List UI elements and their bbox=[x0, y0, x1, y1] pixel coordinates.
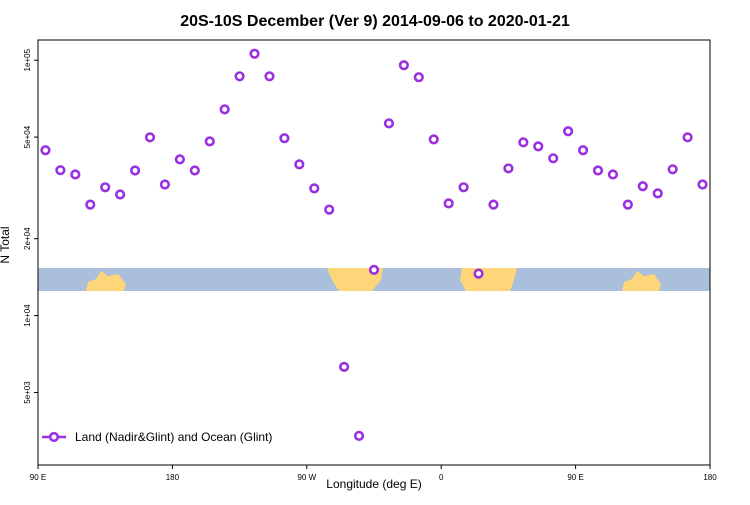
point bbox=[637, 181, 648, 192]
point bbox=[607, 169, 619, 180]
point bbox=[548, 153, 559, 164]
point bbox=[294, 159, 305, 170]
point bbox=[219, 104, 230, 115]
y-tick-label: 5e+04 bbox=[23, 125, 32, 148]
point bbox=[488, 199, 499, 210]
land bbox=[622, 271, 661, 291]
point bbox=[279, 133, 290, 144]
point bbox=[40, 145, 51, 156]
point bbox=[577, 145, 589, 156]
point bbox=[100, 182, 111, 193]
point bbox=[264, 71, 275, 82]
x-tick-label: 90 W bbox=[297, 473, 316, 482]
y-axis-label: N Total bbox=[0, 226, 12, 263]
point bbox=[592, 165, 604, 176]
point bbox=[234, 71, 245, 82]
point bbox=[473, 268, 484, 279]
land bbox=[460, 268, 517, 291]
x-tick-label: 180 bbox=[703, 473, 717, 482]
point bbox=[115, 189, 126, 200]
point bbox=[189, 165, 200, 176]
point bbox=[174, 154, 185, 165]
point bbox=[249, 48, 260, 59]
point bbox=[697, 179, 708, 190]
y-tick-label: 2e+04 bbox=[23, 227, 32, 250]
point bbox=[85, 199, 96, 210]
point bbox=[652, 188, 663, 199]
point bbox=[309, 183, 320, 194]
point bbox=[413, 72, 424, 83]
point bbox=[622, 199, 633, 210]
x-tick-label: 90 E bbox=[567, 473, 583, 482]
x-tick-label: 180 bbox=[166, 473, 180, 482]
y-tick-label: 1e+05 bbox=[23, 48, 32, 71]
point bbox=[159, 179, 171, 190]
point bbox=[368, 264, 380, 275]
point bbox=[398, 60, 409, 71]
land bbox=[327, 268, 383, 291]
point bbox=[339, 361, 350, 372]
x-axis-label: Longitude (deg E) bbox=[326, 477, 421, 491]
land bbox=[86, 271, 126, 291]
legend-marker bbox=[48, 431, 60, 443]
point bbox=[563, 126, 574, 137]
y-tick-label: 1e+04 bbox=[23, 304, 32, 327]
point bbox=[129, 165, 141, 176]
point bbox=[324, 204, 335, 215]
point bbox=[503, 163, 514, 174]
point bbox=[353, 430, 365, 442]
point bbox=[518, 137, 529, 148]
point bbox=[144, 132, 156, 143]
point bbox=[70, 169, 81, 180]
chart-title: 20S-10S December (Ver 9) 2014-09-06 to 2… bbox=[180, 13, 570, 30]
legend-label: Land (Nadir&Glint) and Ocean (Glint) bbox=[75, 430, 272, 444]
point bbox=[533, 141, 544, 152]
y-tick-label: 5e+03 bbox=[23, 381, 32, 404]
point bbox=[55, 165, 66, 176]
point bbox=[682, 132, 693, 143]
point bbox=[458, 182, 469, 193]
plot-frame bbox=[37, 39, 711, 466]
point bbox=[443, 198, 454, 209]
point bbox=[383, 118, 395, 129]
point bbox=[428, 134, 439, 145]
point bbox=[667, 164, 678, 175]
x-tick-label: 0 bbox=[439, 473, 444, 482]
x-tick-label: 90 E bbox=[30, 473, 46, 482]
point bbox=[204, 136, 215, 147]
